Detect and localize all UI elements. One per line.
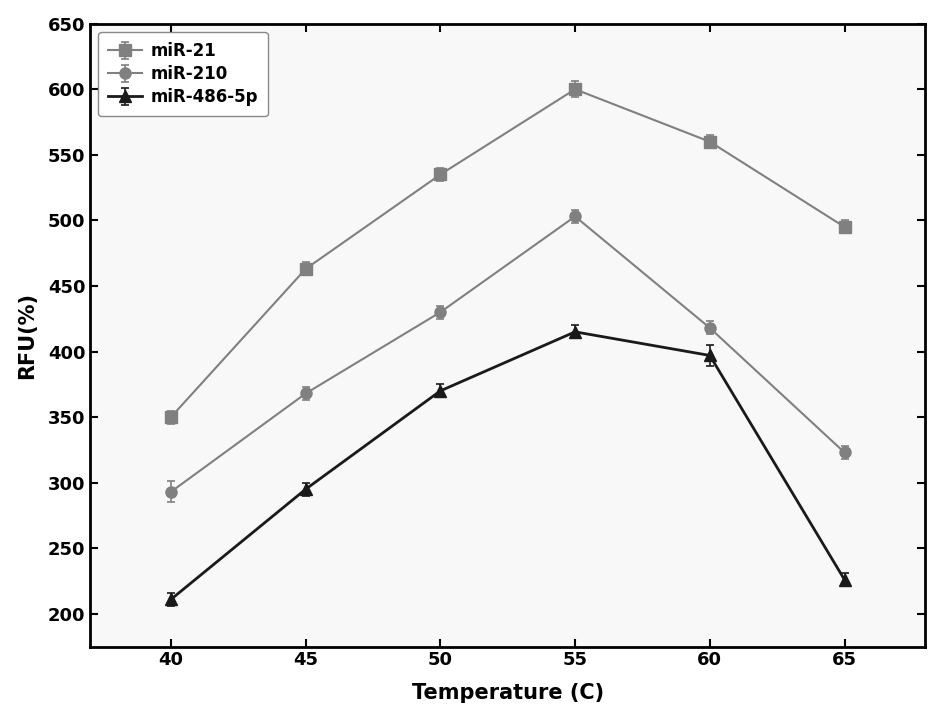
- X-axis label: Temperature (C): Temperature (C): [412, 683, 604, 703]
- Legend: miR-21, miR-210, miR-486-5p: miR-21, miR-210, miR-486-5p: [99, 32, 268, 116]
- Y-axis label: RFU(%): RFU(%): [17, 292, 37, 379]
